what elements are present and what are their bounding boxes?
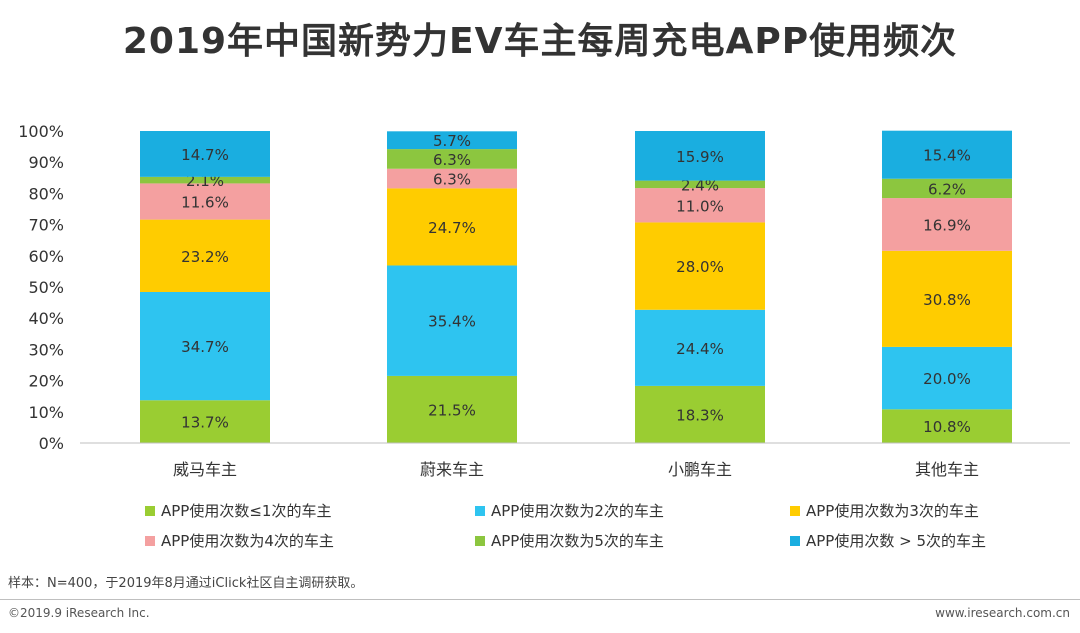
legend-label: APP使用次数为2次的车主 [491, 502, 664, 520]
data-label: 6.3% [433, 151, 471, 169]
bar-segment [387, 375, 517, 443]
legend-item: APP使用次数为2次的车主 [475, 500, 664, 521]
bar-segment [140, 131, 270, 177]
bar-segment [882, 409, 1012, 443]
legend-swatch [145, 505, 155, 516]
y-tick-label: 10% [28, 403, 64, 422]
legend-label: APP使用次数≤1次的车主 [161, 502, 332, 520]
bar-segment [635, 188, 765, 223]
bar-segment [635, 180, 765, 189]
legend-item: APP使用次数≤1次的车主 [145, 500, 331, 521]
bar-segment [387, 168, 517, 189]
y-tick-label: 100% [18, 122, 64, 141]
bar-segment [882, 346, 1012, 410]
bar-segment [387, 149, 517, 169]
data-label: 24.4% [676, 340, 724, 358]
data-label: 6.3% [433, 171, 471, 189]
data-label: 24.7% [428, 219, 476, 237]
legend-item: APP使用次数 > 5次的车主 [790, 530, 986, 551]
data-label: 21.5% [428, 401, 476, 419]
y-tick-label: 70% [28, 216, 64, 235]
legend-label: APP使用次数 > 5次的车主 [806, 532, 987, 550]
legend-swatch [475, 505, 485, 516]
bar-segment [882, 130, 1012, 179]
legend-item: APP使用次数为4次的车主 [145, 530, 334, 551]
legend-label: APP使用次数为3次的车主 [806, 502, 979, 520]
legend-item: APP使用次数为5次的车主 [475, 530, 664, 551]
y-tick-label: 30% [28, 340, 64, 359]
y-tick-label: 40% [28, 309, 64, 328]
data-label: 13.7% [181, 414, 229, 432]
data-label: 16.9% [923, 216, 971, 234]
bar-segment [882, 250, 1012, 347]
bar-segment [140, 183, 270, 220]
x-category-label: 蔚来车主 [420, 460, 484, 479]
data-label: 35.4% [428, 313, 476, 331]
data-label: 11.6% [181, 194, 229, 212]
footer-divider [0, 599, 1080, 600]
bar-segment [635, 222, 765, 310]
data-label: 5.7% [433, 132, 471, 150]
bar-segment [140, 400, 270, 443]
y-tick-label: 50% [28, 278, 64, 297]
data-label: 18.3% [676, 406, 724, 424]
legend-item: APP使用次数为3次的车主 [790, 500, 979, 521]
legend-label: APP使用次数为4次的车主 [161, 532, 334, 550]
data-label: 15.9% [676, 148, 724, 166]
data-label: 20.0% [923, 370, 971, 388]
bar-segment [635, 309, 765, 386]
bar-segment [387, 131, 517, 150]
x-category-label: 其他车主 [915, 460, 979, 479]
data-label: 23.2% [181, 248, 229, 266]
y-tick-label: 90% [28, 153, 64, 172]
data-label: 2.4% [681, 176, 719, 194]
y-tick-label: 20% [28, 372, 64, 391]
data-label: 10.8% [923, 418, 971, 436]
bar-segment [140, 219, 270, 292]
data-label: 15.4% [923, 147, 971, 165]
data-label: 34.7% [181, 338, 229, 356]
chart-title: 2019年中国新势力EV车主每周充电APP使用频次 [122, 21, 958, 62]
y-tick-label: 60% [28, 247, 64, 266]
bar-segment [140, 291, 270, 401]
bar-segment [635, 131, 765, 181]
bar-segment [387, 265, 517, 376]
y-tick-label: 0% [39, 434, 64, 453]
bar-segment [140, 176, 270, 184]
legend-swatch [145, 535, 155, 546]
legend-swatch [790, 535, 800, 546]
data-label: 11.0% [676, 197, 724, 215]
x-category-label: 威马车主 [173, 460, 237, 479]
stacked-bar-chart: 0% 10% 20% 30% 40% 50% 60% 70% 80% 90% 100% 13.7% 34… [18, 122, 1070, 479]
legend-swatch [475, 535, 485, 546]
bar-segment [882, 198, 1012, 251]
sample-note: 样本：N=400，于2019年8月通过iClick社区自主调研获取。 [8, 576, 364, 591]
footer-copyright: ©2019.9 iResearch Inc. [8, 606, 150, 620]
legend-label: APP使用次数为5次的车主 [491, 532, 664, 550]
legend-swatch [790, 505, 800, 516]
data-label: 14.7% [181, 146, 229, 164]
data-label: 6.2% [928, 180, 966, 198]
x-category-label: 小鹏车主 [668, 460, 732, 479]
data-label: 30.8% [923, 291, 971, 309]
bar-segment [635, 385, 765, 443]
data-label: 28.0% [676, 258, 724, 276]
bar-segment [387, 188, 517, 266]
footer-website: www.iresearch.com.cn [935, 606, 1070, 620]
y-tick-label: 80% [28, 184, 64, 203]
bar-segment [882, 178, 1012, 199]
